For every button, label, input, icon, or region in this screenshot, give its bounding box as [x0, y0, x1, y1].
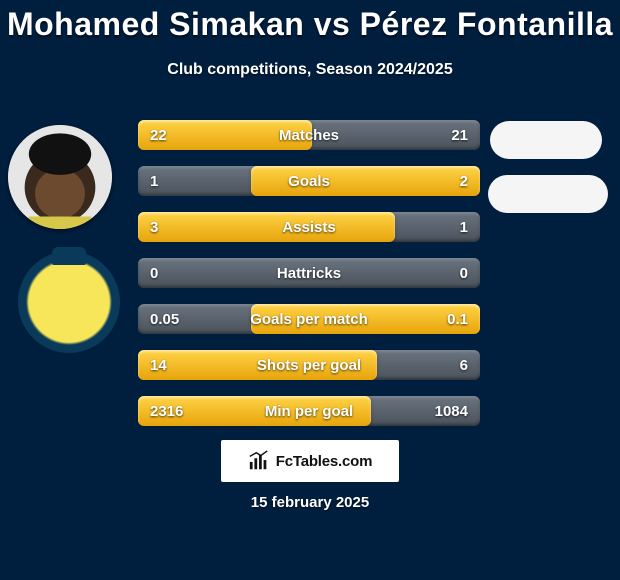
- bar-chart-icon: [248, 450, 270, 472]
- stat-value-right: 2: [460, 166, 468, 196]
- player-right-placeholder: [490, 121, 602, 159]
- club-left-badge: [18, 251, 120, 353]
- stat-label: Shots per goal: [138, 350, 480, 380]
- stat-value-right: 1084: [435, 396, 468, 426]
- page-title: Mohamed Simakan vs Pérez Fontanilla: [0, 0, 620, 43]
- club-right-placeholder: [488, 175, 608, 213]
- brand-badge: FcTables.com: [221, 440, 399, 482]
- stat-label: Matches: [138, 120, 480, 150]
- stat-label: Goals per match: [138, 304, 480, 334]
- stat-value-right: 0.1: [447, 304, 468, 334]
- stat-value-left: 14: [150, 350, 167, 380]
- stat-value-left: 2316: [150, 396, 183, 426]
- stat-value-left: 3: [150, 212, 158, 242]
- stat-label: Goals: [138, 166, 480, 196]
- stat-value-left: 22: [150, 120, 167, 150]
- stat-label: Assists: [138, 212, 480, 242]
- subtitle: Club competitions, Season 2024/2025: [0, 61, 620, 79]
- player-left-avatar: [8, 125, 112, 229]
- stat-value-left: 1: [150, 166, 158, 196]
- stat-row: Min per goal2316 1084: [138, 396, 480, 426]
- stat-row: Matches22 21: [138, 120, 480, 150]
- stat-label: Hattricks: [138, 258, 480, 288]
- comparison-panel: Matches2221Goals12Assists31Hattricks00Go…: [0, 105, 620, 445]
- stat-row: Goals per match0.05 0.1: [138, 304, 480, 334]
- stat-value-right: 21: [451, 120, 468, 150]
- stat-row: Goals1 2: [138, 166, 480, 196]
- date-label: 15 february 2025: [251, 494, 369, 511]
- stat-row: Hattricks0 0: [138, 258, 480, 288]
- stat-label: Min per goal: [138, 396, 480, 426]
- stat-value-right: 0: [460, 258, 468, 288]
- stat-value-right: 6: [460, 350, 468, 380]
- stat-value-right: 1: [460, 212, 468, 242]
- stat-rows: Matches2221Goals12Assists31Hattricks00Go…: [138, 120, 480, 442]
- stat-value-left: 0.05: [150, 304, 179, 334]
- stat-row: Shots per goal14 6: [138, 350, 480, 380]
- stat-value-left: 0: [150, 258, 158, 288]
- stat-row: Assists3 1: [138, 212, 480, 242]
- brand-label: FcTables.com: [276, 453, 373, 470]
